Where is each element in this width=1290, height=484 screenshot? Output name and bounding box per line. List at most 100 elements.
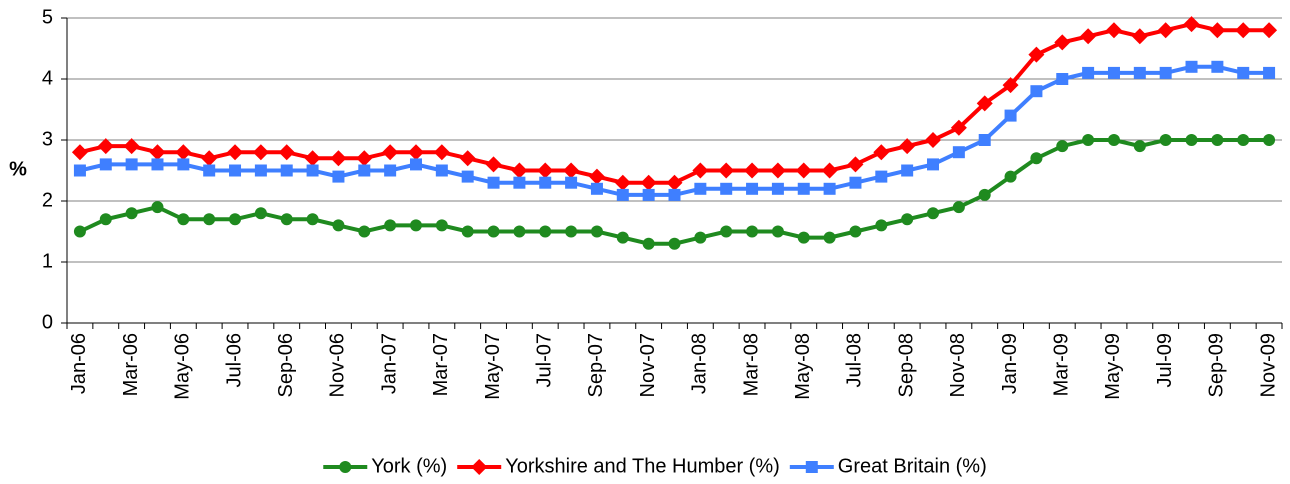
marker: [358, 164, 371, 177]
marker: [668, 237, 681, 250]
marker: [1080, 28, 1097, 45]
marker: [588, 168, 605, 185]
marker: [590, 225, 603, 238]
x-tick-label: Nov-08: [947, 333, 969, 397]
marker: [849, 225, 862, 238]
marker: [616, 188, 629, 201]
marker: [1133, 66, 1146, 79]
marker: [1030, 85, 1043, 98]
marker: [1263, 134, 1276, 146]
marker: [1211, 134, 1224, 146]
marker: [642, 237, 655, 250]
marker: [1107, 134, 1120, 146]
marker: [252, 144, 269, 161]
x-tick-label: Jul-06: [223, 333, 245, 387]
marker: [471, 459, 488, 475]
marker: [229, 213, 242, 226]
marker: [1209, 22, 1226, 39]
marker: [718, 162, 735, 179]
marker: [692, 162, 709, 179]
marker: [927, 158, 940, 171]
y-tick-label: 5: [42, 6, 53, 28]
marker: [73, 225, 86, 238]
marker: [358, 225, 371, 238]
marker: [847, 156, 864, 173]
marker: [332, 170, 345, 183]
marker: [1004, 170, 1017, 183]
marker: [875, 170, 888, 183]
marker: [563, 162, 580, 179]
marker: [797, 182, 810, 195]
marker: [771, 182, 784, 195]
marker: [125, 207, 138, 220]
x-tick-label: Mar-09: [1051, 333, 1073, 396]
x-tick-label: Jan-07: [378, 333, 400, 394]
marker: [875, 219, 888, 232]
marker: [952, 201, 965, 214]
marker: [1263, 66, 1276, 79]
marker: [175, 144, 192, 161]
marker: [927, 207, 940, 220]
x-tick-label: Sep-06: [275, 333, 297, 398]
marker: [668, 188, 681, 201]
marker: [1235, 22, 1252, 39]
marker: [539, 225, 552, 238]
x-tick-label: Mar-06: [120, 333, 142, 396]
marker: [384, 219, 397, 232]
marker: [384, 164, 397, 177]
marker: [769, 162, 786, 179]
marker: [978, 188, 991, 201]
x-tick-label: Jan-06: [68, 333, 90, 394]
y-tick-label: 4: [42, 67, 53, 89]
marker: [1185, 134, 1198, 146]
marker: [746, 225, 759, 238]
marker: [433, 144, 450, 161]
marker: [823, 231, 836, 244]
marker: [73, 164, 86, 177]
marker: [1056, 140, 1069, 153]
x-tick-label: Nov-07: [637, 333, 659, 397]
marker: [616, 231, 629, 244]
marker: [1261, 22, 1278, 39]
marker: [1237, 134, 1250, 146]
marker: [1107, 66, 1120, 79]
marker: [720, 182, 733, 195]
marker: [513, 176, 526, 189]
marker: [640, 174, 657, 191]
x-tick-label: Jul-09: [1154, 333, 1176, 387]
marker: [339, 461, 352, 473]
marker: [513, 225, 526, 238]
marker: [1028, 46, 1045, 63]
marker: [123, 138, 140, 155]
x-tick-label: Mar-07: [430, 333, 452, 396]
marker: [1004, 109, 1017, 122]
marker: [901, 213, 914, 226]
y-axis-label: %: [9, 158, 27, 180]
marker: [280, 164, 293, 177]
marker: [1082, 66, 1095, 79]
marker: [1133, 140, 1146, 153]
marker: [744, 162, 761, 179]
marker: [539, 176, 552, 189]
marker: [1131, 28, 1148, 45]
x-tick-label: Sep-09: [1206, 333, 1228, 398]
marker: [1185, 60, 1198, 73]
marker: [407, 144, 424, 161]
marker: [565, 176, 578, 189]
marker: [71, 144, 88, 161]
marker: [952, 146, 965, 159]
marker: [330, 150, 347, 167]
marker: [306, 164, 319, 177]
marker: [720, 225, 733, 238]
marker: [537, 162, 554, 179]
marker: [565, 225, 578, 238]
marker: [459, 150, 476, 167]
marker: [254, 207, 267, 220]
marker: [823, 182, 836, 195]
legend-label: York (%): [371, 455, 447, 477]
x-tick-label: May-06: [172, 333, 194, 400]
marker: [1159, 134, 1172, 146]
x-tick-label: Jan-08: [689, 333, 711, 394]
marker: [1054, 34, 1071, 51]
